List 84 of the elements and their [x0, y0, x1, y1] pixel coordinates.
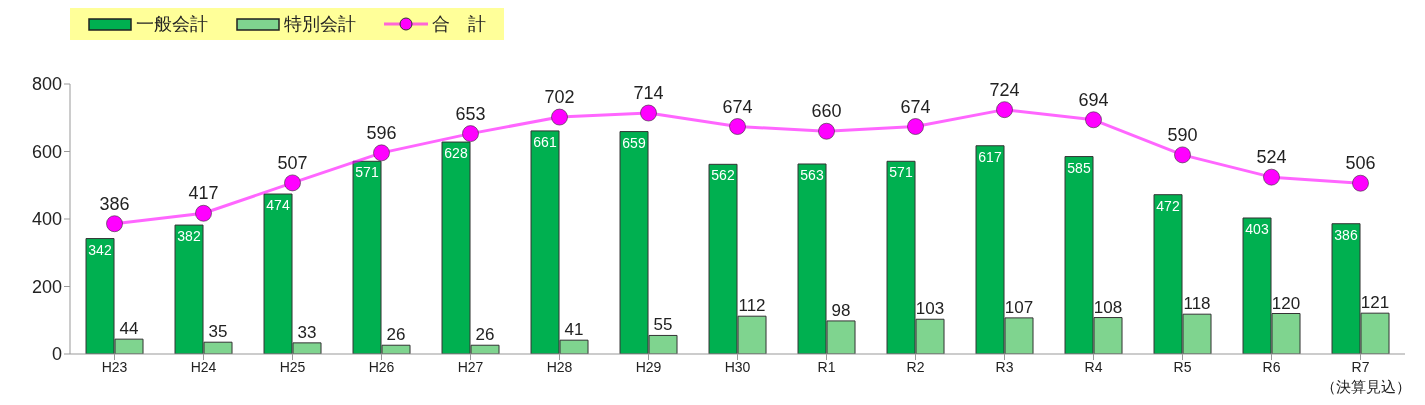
- data-label: 659: [622, 134, 646, 151]
- x-tick-label: H24: [190, 358, 217, 375]
- point: [907, 118, 924, 136]
- point: [195, 204, 212, 222]
- data-label: 118: [1183, 294, 1211, 314]
- x-tick-label: R2: [906, 358, 925, 375]
- data-label: 585: [1067, 159, 1091, 176]
- data-label: 590: [1167, 124, 1198, 145]
- x-tick-label: R4: [1084, 358, 1103, 375]
- point: [284, 174, 301, 192]
- point: [1174, 146, 1191, 164]
- data-label: 386: [99, 193, 130, 214]
- data-label: 474: [266, 197, 290, 214]
- data-label: 120: [1271, 293, 1301, 313]
- legend-label: 特別会計: [283, 13, 356, 36]
- data-label: 26: [386, 325, 406, 345]
- data-label: 660: [811, 101, 842, 122]
- data-label: 702: [544, 87, 575, 108]
- x-tick-label: R6: [1262, 358, 1281, 375]
- y-tick-label: 800: [31, 74, 62, 95]
- y-tick-label: 0: [51, 344, 62, 365]
- data-label: 724: [989, 79, 1020, 100]
- data-label: 386: [1334, 226, 1358, 243]
- x-tick-label: R5: [1173, 358, 1192, 375]
- data-label: 403: [1245, 220, 1269, 237]
- x-tick-label: R3: [995, 358, 1014, 375]
- data-label: 35: [208, 322, 228, 342]
- data-label: 674: [900, 96, 931, 117]
- x-tick-label: H30: [724, 358, 751, 375]
- data-label: 121: [1360, 293, 1390, 313]
- data-label: 44: [119, 319, 139, 339]
- data-label: 524: [1256, 147, 1287, 168]
- data-label: 26: [475, 325, 495, 345]
- point: [729, 118, 746, 136]
- point: [1085, 111, 1102, 129]
- data-label: 472: [1156, 197, 1180, 214]
- point: [818, 122, 835, 140]
- data-label: 617: [978, 148, 1002, 165]
- point: [1263, 168, 1280, 186]
- data-label: 33: [297, 322, 317, 342]
- x-tick-label: H27: [457, 358, 484, 375]
- data-label: 674: [722, 96, 753, 117]
- data-label: 112: [738, 296, 766, 316]
- point: [551, 108, 568, 126]
- legend-label: 合 計: [431, 13, 486, 36]
- x-tick-label: H25: [279, 358, 306, 375]
- x-tick-label: H29: [635, 358, 662, 375]
- point: [640, 104, 657, 122]
- y-tick-label: 200: [31, 276, 62, 297]
- text: （決算見込）: [1321, 378, 1411, 397]
- point: [373, 144, 390, 162]
- data-label: 653: [455, 103, 486, 124]
- data-label: 571: [889, 164, 913, 181]
- data-label: 563: [800, 166, 824, 183]
- point: [106, 215, 123, 233]
- x-tick-label: H26: [368, 358, 395, 375]
- data-label: 694: [1078, 89, 1109, 110]
- data-label: 417: [188, 183, 219, 204]
- x-tick-label: R7: [1351, 358, 1370, 375]
- data-label: 628: [444, 145, 468, 162]
- data-label: 596: [366, 122, 397, 143]
- data-label: 41: [564, 320, 584, 340]
- y-tick-label: 400: [31, 209, 62, 230]
- data-label: 342: [88, 241, 112, 258]
- point: [1352, 174, 1369, 192]
- data-label: 562: [711, 167, 735, 184]
- data-label: 571: [355, 164, 379, 181]
- point: [996, 101, 1013, 119]
- x-tick-label: H23: [101, 358, 128, 375]
- y-tick-label: 600: [31, 141, 62, 162]
- data-label: 107: [1004, 297, 1034, 317]
- data-label: 714: [633, 83, 664, 104]
- data-label: 108: [1093, 297, 1123, 317]
- data-label: 103: [915, 299, 945, 319]
- data-label: 506: [1345, 153, 1376, 174]
- legend-label: 一般会計: [135, 13, 208, 36]
- data-label: 55: [653, 315, 673, 335]
- point: [462, 125, 479, 143]
- data-label: 98: [831, 300, 851, 320]
- x-tick-label: H28: [546, 358, 573, 375]
- data-label: 382: [177, 228, 201, 245]
- x-tick-label: R1: [817, 358, 836, 375]
- data-label: 507: [277, 152, 308, 173]
- data-label: 661: [533, 133, 557, 150]
